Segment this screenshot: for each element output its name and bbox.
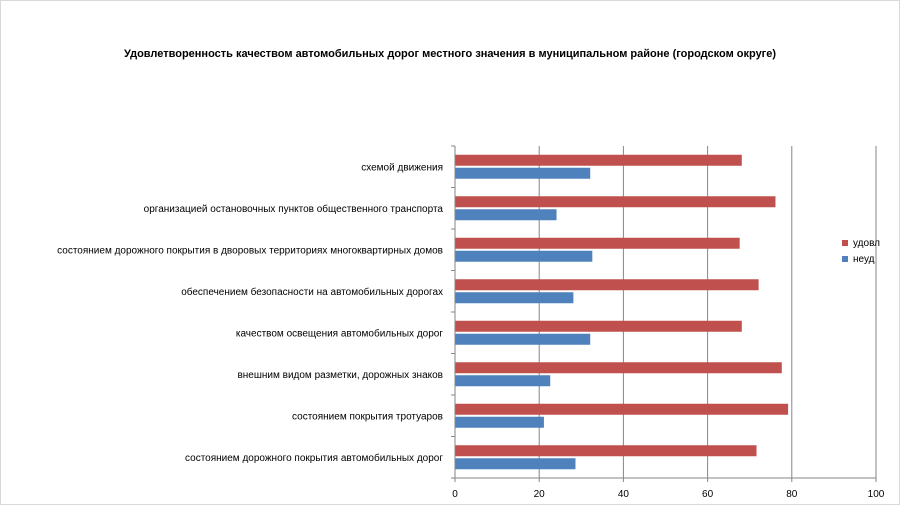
category-label: схемой движения bbox=[361, 162, 443, 173]
category-label: внешним видом разметки, дорожных знаков bbox=[237, 370, 443, 381]
legend-swatch bbox=[842, 256, 848, 262]
bar-neud bbox=[455, 292, 574, 304]
category-label: организацией остановочных пунктов общест… bbox=[144, 203, 444, 215]
gridlines bbox=[538, 146, 877, 478]
legend-label: удовл bbox=[853, 238, 880, 249]
bar-neud bbox=[455, 333, 591, 345]
category-labels: схемой движения организацией остановочных… bbox=[57, 162, 443, 464]
category-label: обеспечением безопасности на автомобильн… bbox=[181, 286, 443, 298]
bar-neud bbox=[455, 375, 551, 387]
x-tick-label: 0 bbox=[452, 489, 458, 500]
x-tick-label: 20 bbox=[534, 489, 546, 500]
bar-udovl bbox=[455, 237, 740, 249]
bars bbox=[455, 154, 789, 470]
bar-neud bbox=[455, 167, 591, 179]
bar-udovl bbox=[455, 279, 759, 291]
bar-neud bbox=[455, 250, 593, 262]
category-label: состоянием дорожного покрытия автомобиль… bbox=[185, 452, 443, 464]
x-tick-label: 80 bbox=[786, 489, 798, 500]
category-label: состоянием дорожного покрытия в дворовых… bbox=[57, 245, 443, 256]
x-tick-label: 40 bbox=[618, 489, 630, 500]
legend: удовл неуд bbox=[842, 238, 880, 265]
bar-udovl bbox=[455, 320, 742, 332]
category-label: состоянием покрытия тротуаров bbox=[292, 411, 443, 422]
bar-neud bbox=[455, 416, 544, 428]
axes: 0 20 40 60 80 100 bbox=[451, 145, 885, 500]
legend-swatch bbox=[842, 240, 848, 246]
x-tick-label: 100 bbox=[868, 489, 885, 500]
bar-udovl bbox=[455, 445, 757, 457]
x-tick-label: 60 bbox=[702, 489, 714, 500]
legend-label: неуд bbox=[853, 254, 875, 265]
bar-neud bbox=[455, 209, 557, 221]
category-label: качеством освещения автомобильных дорог bbox=[236, 327, 443, 339]
bar-udovl bbox=[455, 403, 789, 415]
bar-udovl bbox=[455, 362, 782, 374]
bar-udovl bbox=[455, 154, 742, 166]
bar-udovl bbox=[455, 196, 776, 208]
chart-title: Удовлетворенность качеством автомобильны… bbox=[123, 48, 777, 60]
bar-neud bbox=[455, 458, 576, 470]
